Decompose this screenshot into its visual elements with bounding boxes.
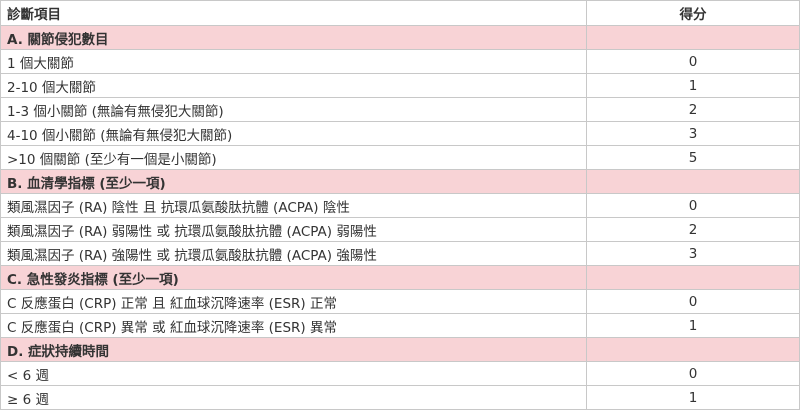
criterion-score: 2 xyxy=(586,97,800,122)
criterion-row: 類風濕因子 (RA) 強陽性 或 抗環瓜氨酸肽抗體 (ACPA) 強陽性 3 xyxy=(0,241,800,266)
criterion-label: < 6 週 xyxy=(0,361,587,386)
section-score-cell xyxy=(586,25,800,50)
section-row: D. 症狀持續時間 xyxy=(0,337,800,362)
section-score-cell xyxy=(586,169,800,194)
section-row: A. 關節侵犯數目 xyxy=(0,25,800,50)
criterion-label: ≥ 6 週 xyxy=(0,385,587,410)
criterion-label: 2-10 個大關節 xyxy=(0,73,587,98)
header-row: 診斷項目 得分 xyxy=(0,0,800,26)
criterion-score: 1 xyxy=(586,313,800,338)
section-title: B. 血清學指標 (至少一項) xyxy=(0,169,587,194)
criterion-score: 3 xyxy=(586,121,800,146)
criterion-label: 類風濕因子 (RA) 弱陽性 或 抗環瓜氨酸肽抗體 (ACPA) 弱陽性 xyxy=(0,217,587,242)
criterion-row: 4-10 個小關節 (無論有無侵犯大關節) 3 xyxy=(0,121,800,146)
header-score: 得分 xyxy=(586,0,800,26)
criterion-score: 0 xyxy=(586,193,800,218)
criterion-row: 類風濕因子 (RA) 陰性 且 抗環瓜氨酸肽抗體 (ACPA) 陰性 0 xyxy=(0,193,800,218)
criterion-row: >10 個關節 (至少有一個是小關節) 5 xyxy=(0,145,800,170)
criterion-label: >10 個關節 (至少有一個是小關節) xyxy=(0,145,587,170)
criterion-score: 0 xyxy=(586,49,800,74)
criterion-score: 1 xyxy=(586,385,800,410)
criterion-score: 2 xyxy=(586,217,800,242)
criterion-row: 2-10 個大關節 1 xyxy=(0,73,800,98)
section-title: A. 關節侵犯數目 xyxy=(0,25,587,50)
criterion-row: 1 個大關節 0 xyxy=(0,49,800,74)
criterion-score: 0 xyxy=(586,361,800,386)
criterion-score: 3 xyxy=(586,241,800,266)
table-body: A. 關節侵犯數目 1 個大關節 0 2-10 個大關節 1 1-3 個小關節 (無論有無… xyxy=(0,25,800,410)
criterion-row: C 反應蛋白 (CRP) 正常 且 紅血球沉降速率 (ESR) 正常 0 xyxy=(0,289,800,314)
criterion-label: 1-3 個小關節 (無論有無侵犯大關節) xyxy=(0,97,587,122)
criterion-label: C 反應蛋白 (CRP) 正常 且 紅血球沉降速率 (ESR) 正常 xyxy=(0,289,587,314)
criterion-row: 類風濕因子 (RA) 弱陽性 或 抗環瓜氨酸肽抗體 (ACPA) 弱陽性 2 xyxy=(0,217,800,242)
criterion-label: 1 個大關節 xyxy=(0,49,587,74)
criterion-score: 1 xyxy=(586,73,800,98)
criterion-row: 1-3 個小關節 (無論有無侵犯大關節) 2 xyxy=(0,97,800,122)
section-title: D. 症狀持續時間 xyxy=(0,337,587,362)
criterion-score: 5 xyxy=(586,145,800,170)
criterion-label: 類風濕因子 (RA) 陰性 且 抗環瓜氨酸肽抗體 (ACPA) 陰性 xyxy=(0,193,587,218)
criterion-row: C 反應蛋白 (CRP) 異常 或 紅血球沉降速率 (ESR) 異常 1 xyxy=(0,313,800,338)
criterion-label: 4-10 個小關節 (無論有無侵犯大關節) xyxy=(0,121,587,146)
criterion-score: 0 xyxy=(586,289,800,314)
section-row: B. 血清學指標 (至少一項) xyxy=(0,169,800,194)
criterion-label: C 反應蛋白 (CRP) 異常 或 紅血球沉降速率 (ESR) 異常 xyxy=(0,313,587,338)
criterion-label: 類風濕因子 (RA) 強陽性 或 抗環瓜氨酸肽抗體 (ACPA) 強陽性 xyxy=(0,241,587,266)
header-item: 診斷項目 xyxy=(0,0,587,26)
section-score-cell xyxy=(586,337,800,362)
section-title: C. 急性發炎指標 (至少一項) xyxy=(0,265,587,290)
section-row: C. 急性發炎指標 (至少一項) xyxy=(0,265,800,290)
section-score-cell xyxy=(586,265,800,290)
